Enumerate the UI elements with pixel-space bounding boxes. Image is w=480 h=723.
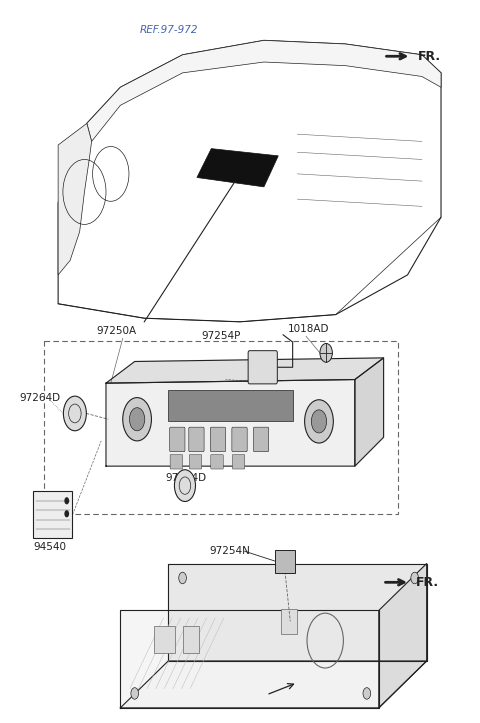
FancyBboxPatch shape: [248, 351, 277, 384]
FancyBboxPatch shape: [232, 455, 245, 469]
Polygon shape: [106, 358, 384, 383]
Circle shape: [63, 396, 86, 431]
Polygon shape: [120, 610, 379, 708]
Circle shape: [305, 400, 333, 443]
FancyBboxPatch shape: [210, 427, 226, 452]
FancyBboxPatch shape: [168, 390, 293, 421]
Polygon shape: [379, 563, 427, 708]
FancyBboxPatch shape: [253, 427, 269, 452]
Text: 1018AD: 1018AD: [288, 324, 329, 334]
Circle shape: [130, 408, 145, 431]
Text: 97254N: 97254N: [209, 547, 250, 556]
Text: 97250A: 97250A: [96, 326, 136, 336]
FancyBboxPatch shape: [182, 625, 199, 653]
Polygon shape: [120, 661, 427, 708]
Circle shape: [363, 688, 371, 699]
Text: 97264D: 97264D: [20, 393, 61, 403]
Circle shape: [131, 688, 139, 699]
Circle shape: [320, 343, 332, 362]
Text: FR.: FR.: [418, 50, 441, 63]
FancyBboxPatch shape: [169, 427, 185, 452]
Circle shape: [312, 410, 326, 433]
Circle shape: [123, 398, 152, 441]
Circle shape: [179, 572, 186, 583]
FancyBboxPatch shape: [189, 455, 202, 469]
FancyBboxPatch shape: [211, 455, 223, 469]
Circle shape: [64, 497, 69, 505]
Text: REF.97-972: REF.97-972: [140, 25, 198, 35]
Text: 97254P: 97254P: [202, 331, 241, 341]
FancyBboxPatch shape: [33, 492, 72, 539]
Polygon shape: [87, 40, 441, 142]
FancyBboxPatch shape: [275, 549, 295, 573]
FancyBboxPatch shape: [154, 625, 175, 653]
Circle shape: [64, 510, 69, 518]
Circle shape: [174, 470, 195, 502]
Text: 97264D: 97264D: [166, 473, 207, 483]
FancyBboxPatch shape: [170, 455, 182, 469]
Circle shape: [411, 572, 419, 583]
FancyBboxPatch shape: [232, 427, 247, 452]
Polygon shape: [58, 124, 92, 275]
Polygon shape: [106, 380, 355, 466]
Polygon shape: [355, 358, 384, 466]
Text: 94540: 94540: [33, 542, 66, 552]
Polygon shape: [197, 149, 278, 187]
FancyBboxPatch shape: [281, 609, 298, 634]
Polygon shape: [168, 563, 427, 661]
Text: FR.: FR.: [416, 576, 439, 589]
FancyBboxPatch shape: [189, 427, 204, 452]
